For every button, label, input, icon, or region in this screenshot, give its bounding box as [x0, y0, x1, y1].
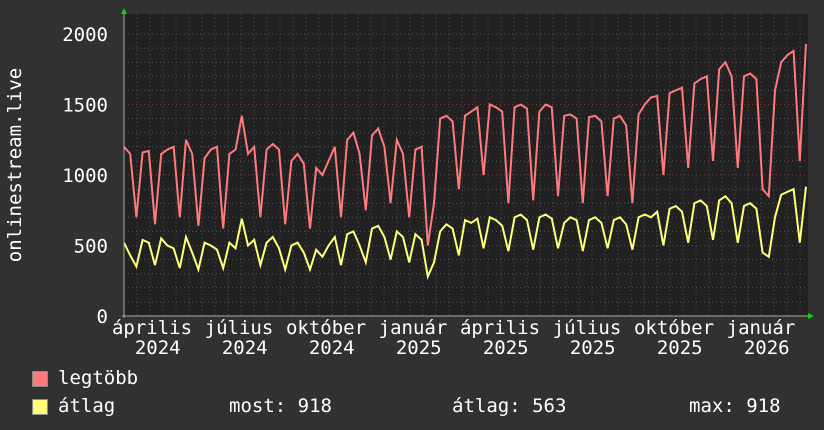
x-tick-label: július 2024: [205, 317, 274, 359]
x-tick-label: január 2025: [379, 317, 448, 359]
x-tick-label: október 2024: [286, 317, 366, 359]
series-group: [123, 43, 807, 280]
x-tick-label: január 2026: [727, 317, 796, 359]
x-tick-label: július 2025: [553, 317, 622, 359]
x-ticks: április 2024 július 2024 október 2024 januá…: [112, 317, 795, 359]
x-tick-label: október 2025: [634, 317, 714, 359]
y-tick-label: 2000: [62, 24, 108, 46]
x-tick-label: április 2024: [112, 317, 192, 359]
x-axis-arrow: [808, 313, 814, 319]
legend-label-avg: átlag: [58, 395, 116, 417]
plot-area: [124, 14, 808, 316]
legend-swatch-avg: [32, 399, 48, 415]
legend-swatch-max: [32, 371, 48, 387]
legend-most: most: 918: [229, 395, 332, 417]
y-tick-label: 1500: [62, 95, 108, 117]
series-line-max: [123, 43, 807, 246]
y-ticks: 0 500 1000 1500 2000: [62, 24, 108, 328]
y-tick-label: 0: [97, 306, 108, 328]
legend-max: max: 918: [689, 395, 781, 417]
y-axis-label: onlinestream.live: [4, 68, 26, 262]
legend-label-max: legtöbb: [58, 367, 139, 389]
x-tick-label: április 2025: [460, 317, 540, 359]
legend-atlag: átlag: 563: [452, 395, 567, 417]
y-tick-label: 1000: [62, 165, 108, 187]
series-line-avg: [123, 186, 807, 280]
y-axis-arrow: [121, 8, 127, 14]
y-tick-label: 500: [74, 236, 108, 258]
